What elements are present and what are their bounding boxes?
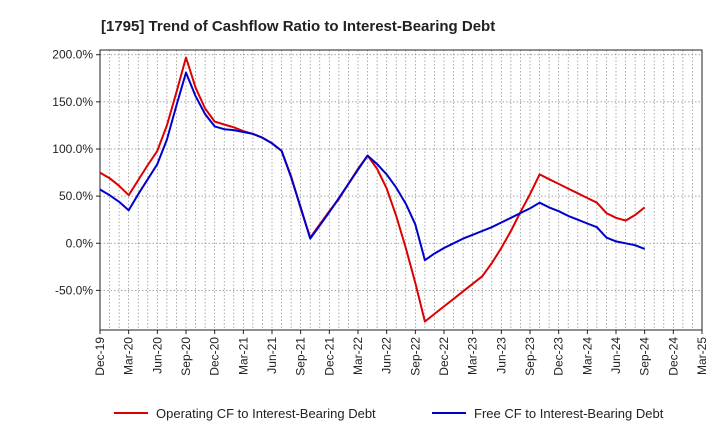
- series-group: [99, 56, 646, 323]
- legend-label-2: Free CF to Interest-Bearing Debt: [474, 406, 664, 421]
- x-tick-label: Jun-23: [494, 337, 508, 374]
- x-tick-label: Sep-20: [179, 337, 193, 376]
- y-tick-label: 100.0%: [52, 142, 93, 156]
- x-tick-label: Mar-23: [466, 337, 480, 375]
- x-tick-label: Mar-24: [580, 337, 594, 375]
- x-tick-label: Dec-23: [552, 337, 566, 376]
- x-tick-label: Sep-21: [294, 337, 308, 376]
- x-tick-label: Dec-24: [666, 337, 680, 376]
- grid: [99, 50, 703, 330]
- legend-label-1: Operating CF to Interest-Bearing Debt: [156, 406, 376, 421]
- plot-frame: [99, 49, 703, 331]
- y-tick-label: 200.0%: [52, 48, 93, 62]
- x-tick-label: Mar-22: [351, 337, 365, 375]
- x-tick-label: Sep-24: [638, 337, 652, 376]
- x-tick-label: Dec-19: [93, 337, 107, 376]
- x-tick-label: Dec-22: [437, 337, 451, 376]
- x-axis-ticks: Dec-19 Mar-20 Jun-20 Sep-20 Dec-20 Mar-21 Jun-…: [93, 330, 709, 376]
- y-axis-ticks: 200.0% 150.0% 100.0% 50.0% 0.0% -50.0%: [52, 48, 100, 297]
- x-tick-label: Dec-20: [208, 337, 222, 376]
- y-tick-label: 50.0%: [59, 189, 93, 203]
- x-tick-label: Jun-22: [380, 337, 394, 374]
- x-tick-label: Dec-21: [322, 337, 336, 376]
- x-tick-label: Sep-23: [523, 337, 537, 376]
- series-line-2: [99, 71, 646, 262]
- x-tick-label: Jun-21: [265, 337, 279, 374]
- x-tick-label: Mar-25: [695, 337, 709, 375]
- x-tick-label: Sep-22: [408, 337, 422, 376]
- x-tick-label: Mar-21: [236, 337, 250, 375]
- x-tick-label: Jun-24: [609, 337, 623, 374]
- y-tick-label: -50.0%: [55, 283, 93, 297]
- series-line-1: [99, 56, 646, 323]
- y-tick-label: 0.0%: [66, 236, 94, 250]
- x-tick-label: Mar-20: [122, 337, 136, 375]
- chart-title: [1795] Trend of Cashflow Ratio to Intere…: [101, 18, 495, 35]
- y-tick-label: 150.0%: [52, 95, 93, 109]
- legend: Operating CF to Interest-Bearing Debt Fre…: [114, 406, 664, 421]
- x-tick-label: Jun-20: [150, 337, 164, 374]
